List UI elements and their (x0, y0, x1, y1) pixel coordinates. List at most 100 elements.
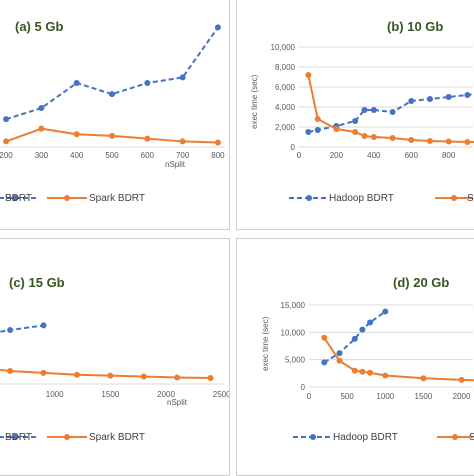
spark-data-point (3, 138, 10, 145)
hadoop-data-point (382, 308, 389, 315)
x-tick-label: 600 (141, 151, 155, 160)
x-tick-label: 1000 (46, 390, 64, 399)
hadoop-data-point (359, 326, 366, 333)
x-tick-label: 0 (297, 151, 302, 160)
chart-d-svg: 0 5,000 10,000 15,000 0 500 1000 1500 2000 (281, 301, 474, 440)
spark-data-point (333, 126, 340, 132)
spark-data-point (382, 372, 389, 379)
chart-b-svg: 0 2,000 4,000 6,000 8,000 10,000 0 200 400 600 800 (271, 43, 474, 201)
y-tick-label: 4,000 (275, 103, 296, 112)
spark-data-point (367, 369, 374, 376)
x-axis-label: nSplit (165, 160, 186, 169)
x-tick-label: 400 (367, 151, 381, 160)
legend-hadoop-label: Hadoop BDRT (333, 432, 398, 443)
legend-hadoop-label: BDRT (5, 193, 33, 204)
hadoop-data-point (426, 96, 433, 102)
y-tick-label: 5,000 (285, 356, 306, 365)
y-tick-label: 10,000 (271, 43, 296, 52)
x-tick-label: 0 (307, 392, 312, 401)
spark-data-point (73, 371, 80, 378)
legend-spark-marker (451, 195, 457, 201)
spark-data-point (7, 367, 14, 374)
hadoop-series-line (323, 310, 386, 364)
legend-hadoop-label: BDRT (5, 432, 33, 443)
x-tick-label: 500 (105, 151, 119, 160)
hadoop-data-point (38, 105, 45, 112)
hadoop-data-point (445, 94, 452, 100)
hadoop-data-point (321, 359, 328, 366)
spark-data-point (321, 334, 328, 341)
hadoop-data-point (370, 107, 377, 113)
hadoop-data-point (352, 118, 359, 124)
hadoop-data-point (361, 107, 368, 113)
spark-data-point (305, 72, 312, 78)
chart-c-svg: 1000 1500 2000 2500 (0, 322, 230, 440)
x-tick-label: 700 (176, 151, 190, 160)
legend-hadoop-marker (12, 434, 18, 440)
hadoop-data-point (389, 109, 396, 115)
hadoop-data-point (367, 319, 374, 326)
hadoop-data-point (40, 322, 47, 329)
legend-hadoop-label: Hadoop BDRT (329, 193, 394, 204)
hadoop-data-point (3, 116, 10, 123)
chart-panel-b: (b) 10 Gb 0 2,000 4,000 6,000 8,000 10,000 0 20… (236, 0, 474, 230)
spark-data-point (140, 373, 147, 380)
x-tick-label: 200 (330, 151, 344, 160)
hadoop-data-point (214, 24, 221, 31)
chart-panel-c: (c) 15 Gb 1000 1500 2000 2500 nSplit BDRT S… (0, 238, 230, 476)
spark-data-point (109, 132, 115, 139)
legend-spark-label: Spark BDRT (89, 193, 145, 204)
hadoop-data-point (351, 335, 358, 342)
spark-data-point (389, 135, 396, 141)
y-tick-label: 0 (301, 383, 306, 392)
spark-data-point (408, 137, 415, 143)
spark-data-point (445, 138, 452, 145)
y-axis-label: exec time (sec) (261, 316, 270, 371)
x-tick-label: 1500 (101, 390, 119, 399)
spark-data-point (174, 374, 181, 381)
spark-data-point (464, 139, 471, 145)
spark-data-point (107, 372, 114, 379)
spark-data-point (420, 375, 427, 382)
x-tick-label: 800 (442, 151, 456, 160)
spark-data-point (351, 367, 358, 374)
spark-data-point (179, 138, 186, 145)
legend-spark-label: Spark BDRT (89, 432, 145, 443)
chart-a-svg: 200 300 400 500 600 700 800 (0, 24, 225, 201)
legend-spark-marker (452, 434, 458, 440)
spark-data-point (40, 369, 47, 376)
y-tick-label: 2,000 (275, 123, 296, 132)
spark-data-point (352, 129, 359, 135)
spark-series-line (307, 74, 474, 143)
x-tick-label: 2000 (157, 390, 175, 399)
y-axis-label: exec time (sec) (250, 74, 259, 129)
legend-hadoop-marker (306, 195, 312, 201)
x-tick-label: 500 (340, 392, 354, 401)
x-tick-label: 1000 (376, 392, 394, 401)
x-tick-label: 1500 (415, 392, 433, 401)
legend-hadoop-marker (310, 434, 316, 440)
x-tick-label: 800 (211, 151, 225, 160)
hadoop-series-line (0, 324, 44, 333)
x-tick-label: 2500 (213, 390, 230, 399)
hadoop-data-point (464, 92, 471, 98)
y-tick-label: 6,000 (275, 83, 296, 92)
chart-panel-a: (a) 5 Gb 200 300 400 500 600 700 800 nSplit BD… (0, 0, 230, 230)
hadoop-data-point (305, 129, 312, 135)
legend-spark-marker (64, 434, 70, 440)
x-axis-label: nSplit (167, 398, 188, 407)
spark-data-point (314, 116, 321, 122)
spark-data-point (207, 374, 214, 381)
chart-title: (d) 20 Gb (393, 275, 450, 290)
hadoop-data-point (144, 80, 151, 86)
spark-series-line (0, 368, 211, 379)
x-tick-label: 2000 (453, 392, 471, 401)
hadoop-data-point (73, 80, 80, 86)
chart-panel-d: (d) 20 Gb 0 5,000 10,000 15,000 0 500 1000 1500… (236, 238, 474, 476)
hadoop-data-point (408, 98, 415, 104)
hadoop-data-point (179, 74, 186, 81)
hadoop-data-point (109, 91, 115, 98)
hadoop-data-point (336, 350, 343, 357)
spark-data-point (426, 138, 433, 144)
spark-data-point (214, 139, 221, 146)
